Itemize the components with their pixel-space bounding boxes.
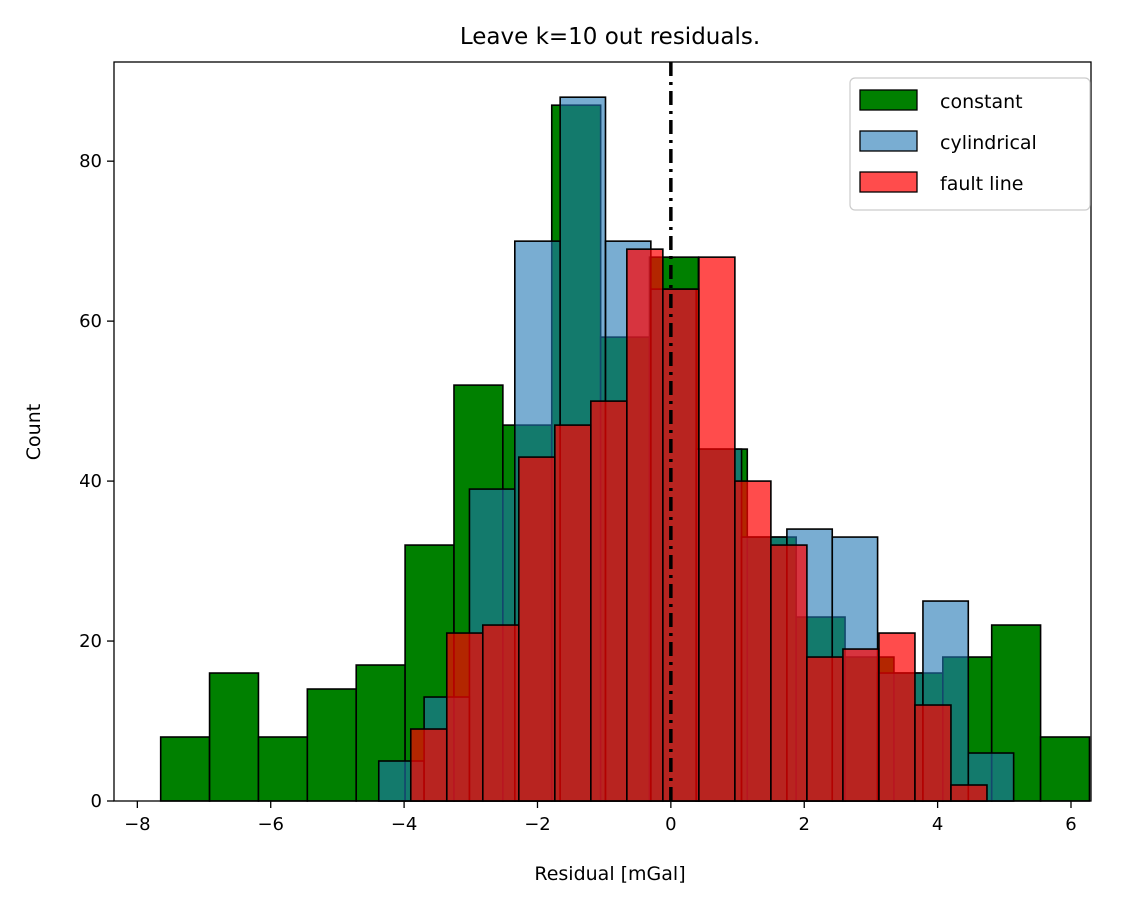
bar-fault-line-11 — [806, 656, 844, 802]
legend-swatch-cylindrical — [859, 130, 918, 152]
bar-constant-0 — [159, 736, 211, 802]
x-tick-label: 6 — [1065, 814, 1076, 835]
x-axis-label: Residual [mGal] — [534, 863, 685, 885]
x-tick-label: −4 — [391, 814, 418, 835]
series-fault-line — [409, 248, 988, 802]
y-axis-label: Count — [23, 404, 45, 460]
y-tick-label: 80 — [79, 151, 102, 172]
bar-fault-line-5 — [590, 400, 628, 802]
bar-constant-2 — [257, 736, 309, 802]
bar-fault-line-6 — [626, 248, 664, 802]
bar-fault-line-3 — [518, 456, 556, 802]
legend-label-fault-line: fault line — [940, 173, 1023, 195]
x-axis: −8 −6 −4 −2 0 2 4 6 — [124, 801, 1077, 835]
x-tick-label: −6 — [257, 814, 284, 835]
bar-fault-line-10 — [770, 544, 808, 802]
bar-fault-line-12 — [842, 648, 880, 802]
y-tick-label: 20 — [79, 631, 102, 652]
bar-fault-line-1 — [445, 632, 484, 802]
bar-fault-line-9 — [734, 480, 772, 802]
bar-fault-line-7 — [662, 288, 700, 802]
y-tick-label: 40 — [79, 471, 102, 492]
bar-constant-1 — [208, 672, 260, 802]
x-tick-label: 2 — [799, 814, 810, 835]
bar-fault-line-4 — [554, 424, 592, 802]
y-tick-label: 0 — [91, 791, 102, 812]
bar-fault-line-2 — [481, 624, 520, 802]
plot-bars — [159, 96, 1091, 802]
chart-title: Leave k=10 out residuals. — [460, 24, 760, 50]
x-tick-label: 0 — [665, 814, 676, 835]
x-tick-label: 4 — [932, 814, 943, 835]
bar-fault-line-13 — [878, 632, 916, 802]
y-tick-label: 60 — [79, 311, 102, 332]
bar-fault-line-0 — [409, 728, 448, 802]
plot-frame — [113, 61, 1092, 802]
x-tick-label: −8 — [124, 814, 151, 835]
y-axis: 0 20 40 60 80 — [79, 151, 114, 812]
legend-label-constant: constant — [940, 91, 1023, 113]
bar-constant-3 — [306, 688, 358, 802]
bar-fault-line-14 — [914, 704, 952, 802]
legend-swatch-constant — [859, 89, 918, 111]
bar-fault-line-8 — [698, 256, 736, 802]
legend: constant cylindrical fault line — [849, 77, 1091, 211]
x-tick-label: −2 — [524, 814, 551, 835]
legend-label-cylindrical: cylindrical — [940, 132, 1037, 154]
legend-swatch-fault-line — [859, 171, 918, 193]
bar-constant-18 — [1039, 736, 1091, 802]
bar-fault-line-15 — [950, 784, 988, 802]
